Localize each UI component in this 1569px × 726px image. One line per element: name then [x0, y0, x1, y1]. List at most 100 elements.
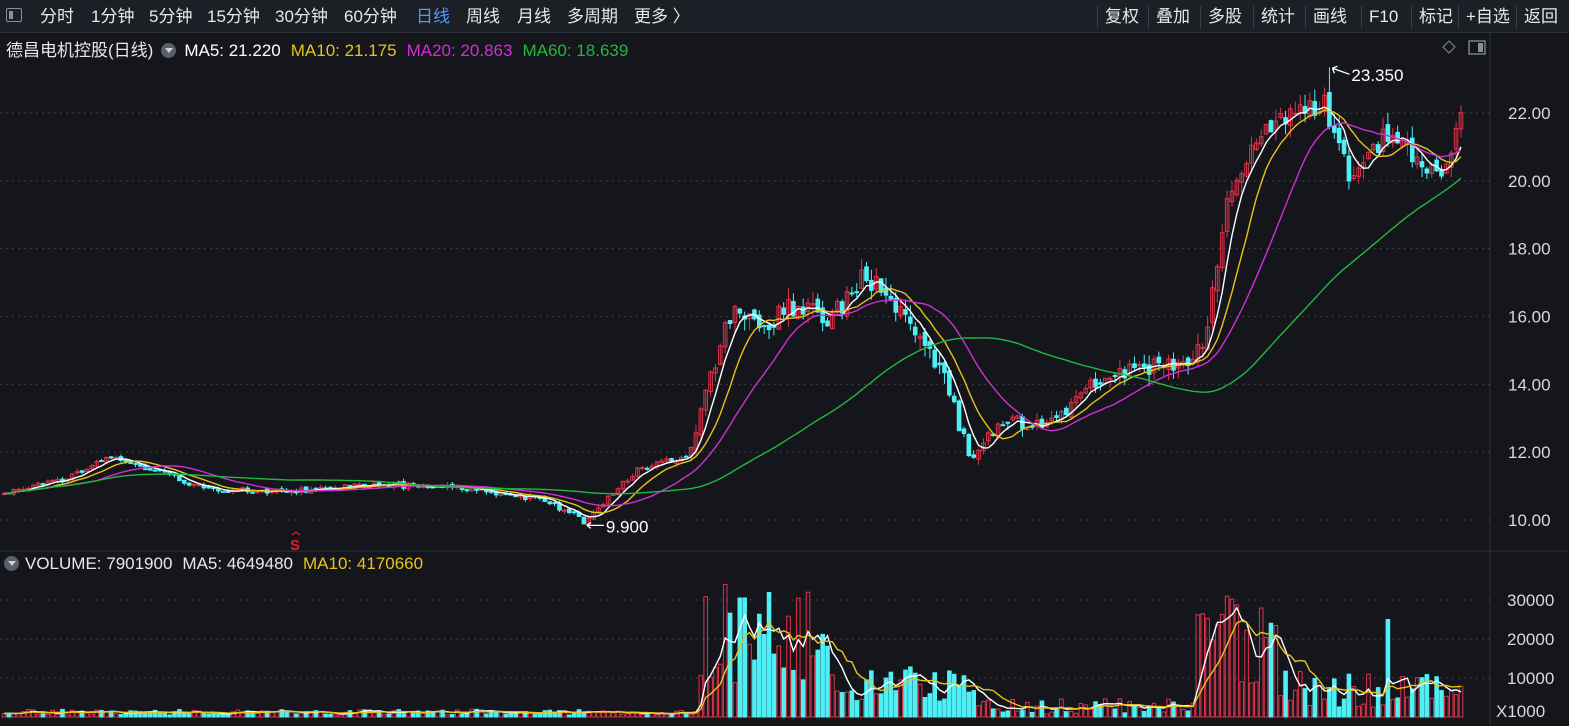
candle-body [84, 468, 90, 472]
candle-body [1244, 163, 1249, 177]
low-price-label: 9.900 [606, 517, 649, 536]
volume-bar [94, 709, 99, 718]
period-tab-10[interactable]: 更多 〉 [634, 7, 690, 26]
candle-body [562, 509, 567, 512]
tool-button-5[interactable]: F10 [1369, 7, 1399, 26]
volume-bar [976, 705, 981, 718]
candle-body [1054, 415, 1059, 418]
volume-bar [1137, 706, 1142, 718]
period-tab-5[interactable]: 60分钟 [344, 7, 397, 26]
volume-bar [45, 714, 51, 718]
volume-bar [1385, 619, 1391, 718]
period-tab-4[interactable]: 30分钟 [275, 7, 328, 26]
volume-bar [815, 649, 821, 718]
volume-bar [69, 709, 75, 718]
period-tab-9[interactable]: 多周期 [567, 7, 618, 26]
volume-bar [937, 700, 942, 718]
volume-bar [713, 667, 718, 718]
candle-body [1390, 134, 1396, 144]
volume-bar [259, 710, 265, 718]
candle-body [147, 468, 153, 471]
period-tab-1[interactable]: 1分钟 [91, 7, 135, 26]
volume-bar [1234, 604, 1240, 718]
period-tab-2[interactable]: 5分钟 [149, 7, 193, 26]
candle-body [1312, 100, 1318, 116]
volume-bar [532, 713, 538, 718]
tool-button-7[interactable]: +自选 [1466, 7, 1510, 26]
volume-bar [1283, 670, 1288, 718]
volume-bar [40, 713, 46, 718]
volume-bar [450, 714, 455, 718]
kline-chart[interactable]: 22.00 20.00 18.00 16.00 14.00 12.00 10.00 30000… [0, 33, 1569, 726]
volume-bar [810, 655, 816, 718]
candle-body [220, 490, 226, 493]
tool-button-8[interactable]: 返回 [1524, 7, 1558, 26]
volume-bar [990, 708, 996, 718]
price-tick-label: 18.00 [1508, 240, 1551, 259]
volume-bar [133, 710, 138, 718]
candle-body [737, 308, 743, 314]
volume-bar [932, 672, 938, 718]
volume-bar [1141, 711, 1147, 718]
candle-body [40, 483, 46, 486]
candle-body [986, 432, 991, 442]
volume-bar [1054, 709, 1059, 718]
period-tab-3[interactable]: 15分钟 [207, 7, 260, 26]
tool-button-4[interactable]: 画线 [1313, 7, 1347, 26]
volume-bar [1390, 698, 1396, 718]
volume-bar [474, 708, 479, 718]
candle-body [181, 479, 187, 484]
candle-body [761, 325, 767, 328]
volume-bar [294, 713, 299, 718]
volume-bar [65, 714, 70, 718]
volume-bar [1117, 698, 1123, 718]
volume-bar [737, 597, 743, 718]
volume-bar [1005, 710, 1011, 718]
volume-bar [216, 713, 221, 718]
volume-bar [333, 714, 338, 718]
chevron-down-icon[interactable] [161, 43, 177, 58]
candle-body [1195, 343, 1201, 363]
tool-button-1[interactable]: 叠加 [1156, 7, 1190, 26]
volume-bar [323, 713, 328, 718]
candle-body [732, 305, 738, 324]
volume-bar [571, 712, 577, 718]
period-tab-0[interactable]: 分时 [40, 7, 74, 26]
high-price-label: 23.350 [1351, 66, 1403, 85]
tool-button-2[interactable]: 多股 [1208, 7, 1242, 26]
candle-body [620, 480, 626, 490]
chevron-down-icon[interactable] [4, 556, 19, 571]
diamond-icon [1442, 40, 1456, 54]
tool-button-3[interactable]: 统计 [1261, 7, 1295, 26]
candle-body [1224, 198, 1230, 232]
volume-bar [513, 713, 518, 718]
candle-body [313, 487, 319, 490]
candle-body [1288, 108, 1293, 126]
candle-body [630, 475, 635, 481]
tool-button-6[interactable]: 标记 [1419, 7, 1453, 26]
volume-bar [1405, 696, 1410, 718]
tool-button-0[interactable]: 复权 [1105, 7, 1139, 26]
volume-bar [391, 710, 397, 718]
volume-bar [722, 583, 728, 718]
volume-bar [284, 711, 289, 718]
volume-bar [1312, 677, 1318, 718]
sidebar-toggle-icon[interactable] [6, 8, 22, 22]
candle-body [688, 446, 694, 457]
volume-bar [113, 713, 119, 718]
volume-bar [99, 709, 104, 718]
candle-body [1093, 378, 1098, 388]
candle-body [776, 305, 782, 330]
volume-bar [1268, 622, 1274, 718]
period-tab-8[interactable]: 月线 [517, 7, 551, 26]
volume-bar [1029, 711, 1035, 718]
ma10-line [4, 109, 1462, 514]
toolbar-divider [1411, 6, 1412, 28]
period-tab-6[interactable]: 日线 [416, 7, 450, 26]
candle-body [1219, 232, 1225, 269]
volume-bar [89, 713, 95, 718]
volume-bar [849, 690, 855, 718]
volume-bar [898, 679, 903, 718]
period-tab-7[interactable]: 周线 [466, 7, 500, 26]
volume-bar [971, 690, 977, 718]
